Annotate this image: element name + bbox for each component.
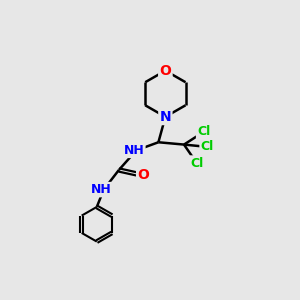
Text: O: O: [159, 64, 171, 78]
Text: Cl: Cl: [201, 140, 214, 153]
Text: NH: NH: [91, 183, 112, 196]
Text: Cl: Cl: [190, 157, 203, 169]
Text: O: O: [137, 168, 149, 182]
Text: N: N: [160, 110, 171, 124]
Text: NH: NH: [124, 144, 144, 157]
Text: Cl: Cl: [197, 125, 210, 138]
